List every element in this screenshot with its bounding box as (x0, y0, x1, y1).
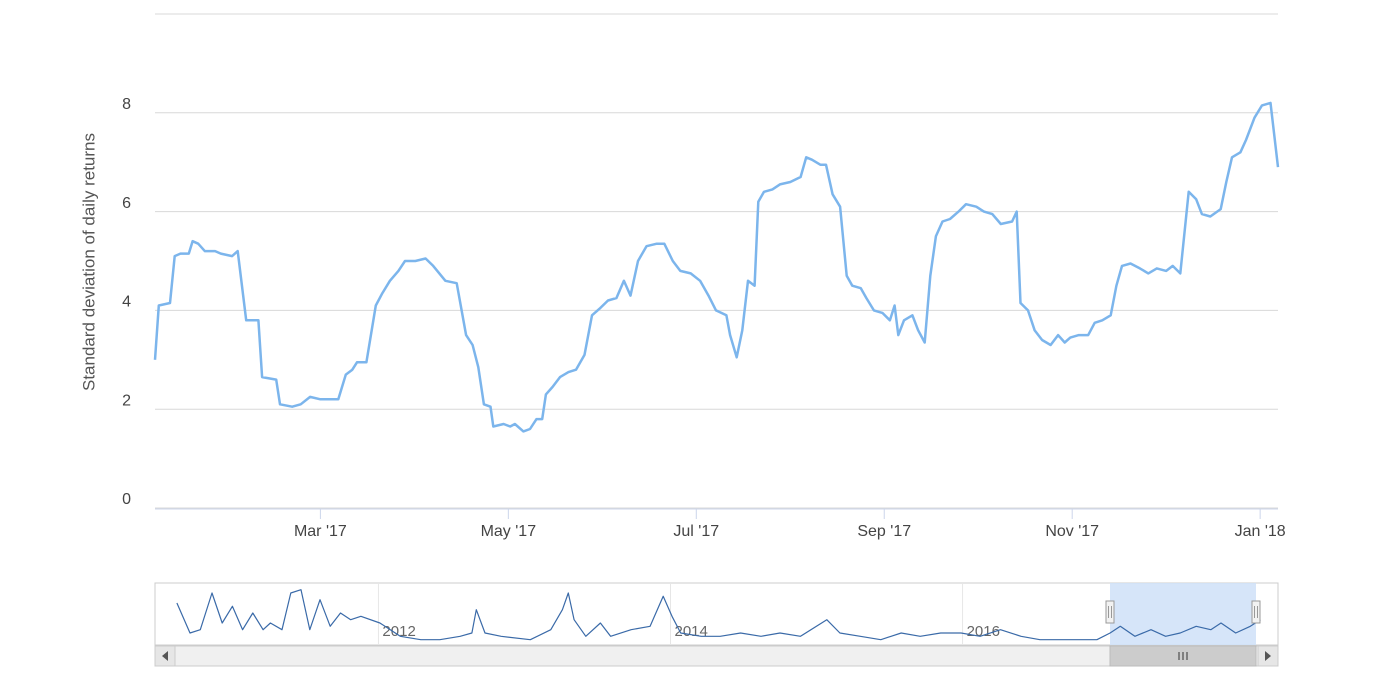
handle-grip (1108, 606, 1112, 618)
navigator-frame (154, 582, 1279, 667)
y-tick-label: 0 (122, 491, 131, 508)
x-tick-label: Nov '17 (1045, 523, 1099, 540)
right-arrow (1265, 651, 1271, 661)
y-tick-label: 6 (122, 195, 131, 212)
x-tick-label: Sep '17 (857, 523, 911, 540)
left-arrow (162, 651, 168, 661)
y-axis-title: Standard deviation of daily returns (79, 133, 98, 391)
y-tick-label: 4 (122, 294, 131, 311)
navigator-handle-right (1251, 600, 1261, 624)
navigator-tick-label: 2012 (382, 623, 415, 640)
main-chart: 0 2 4 6 8 Mar '17 May '17 Jul '17 Sep '17 Nov '17… (122, 13, 1286, 540)
x-tick-label: May '17 (481, 523, 537, 540)
navigator: 2012 2014 2016 (176, 583, 1261, 645)
handle-grip (1254, 606, 1258, 618)
x-tick-label: Jul '17 (673, 523, 719, 540)
x-tick-label: Jan '18 (1235, 523, 1286, 540)
y-tick-label: 2 (122, 392, 131, 409)
navigator-selection[interactable] (1110, 583, 1256, 645)
x-tick-label: Mar '17 (294, 523, 347, 540)
y-tick-label: 8 (122, 96, 131, 113)
data-line (153, 101, 1280, 433)
navigator-handle-left (1105, 600, 1115, 624)
data-line (176, 589, 1261, 641)
thumb-grip (1178, 652, 1188, 660)
